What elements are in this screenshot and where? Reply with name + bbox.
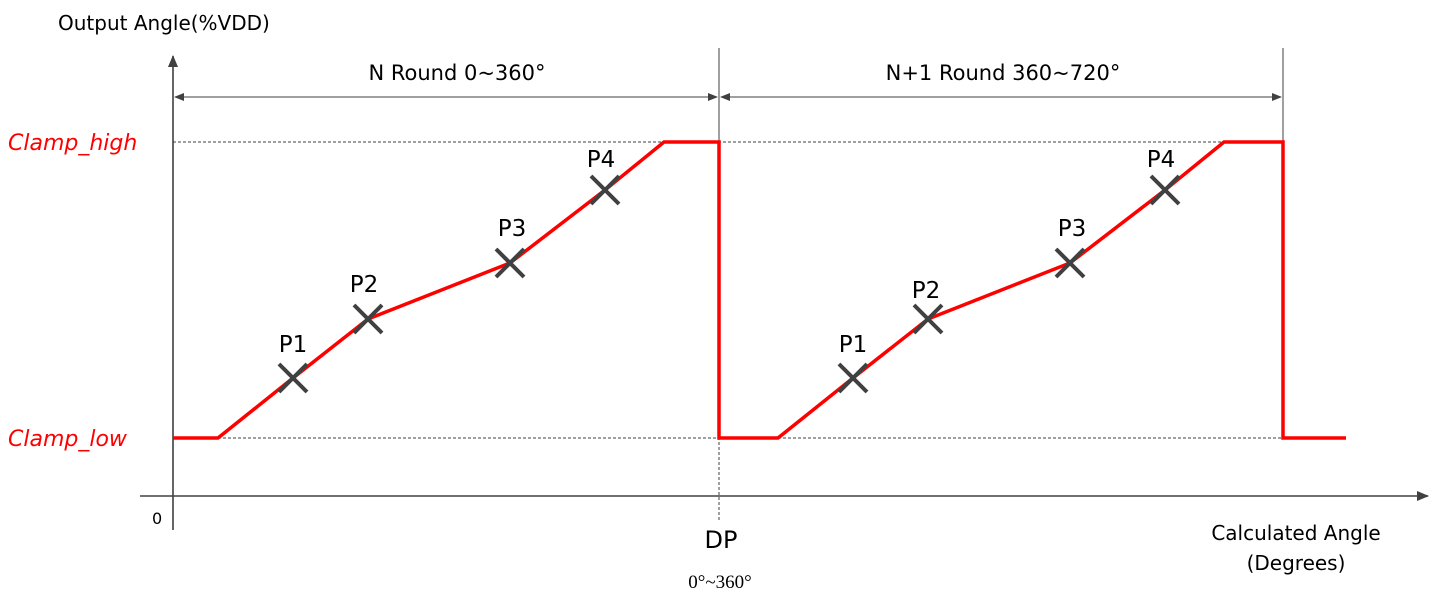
clamp-high-label: Clamp_high <box>8 131 137 156</box>
y-axis-title: Output Angle(%VDD) <box>58 11 270 35</box>
round2-label: N+1 Round 360~720° <box>886 61 1121 85</box>
p4-label-round2: P4 <box>1147 147 1176 173</box>
p1-label-round2: P1 <box>839 332 868 358</box>
p2-label-round2: P2 <box>912 278 941 304</box>
p2-label-round1: P2 <box>350 272 379 298</box>
p4-marker-round2 <box>1149 174 1181 206</box>
p3-marker-round2 <box>1054 247 1086 279</box>
p1-marker-round1 <box>277 362 309 394</box>
round1-label: N Round 0~360° <box>368 61 545 85</box>
p3-label-round2: P3 <box>1058 216 1087 242</box>
p3-marker-round1 <box>494 247 526 279</box>
dp-label: DP <box>705 526 738 554</box>
dp-sublabel: 0°~360° <box>688 572 751 593</box>
p2-marker-round2 <box>912 303 944 335</box>
x-axis-title-line1: Calculated Angle <box>1211 521 1380 545</box>
p2-marker-round1 <box>352 303 384 335</box>
p1-marker-round2 <box>837 362 869 394</box>
p4-marker-round1 <box>589 174 621 206</box>
p3-label-round1: P3 <box>498 216 527 242</box>
p1-label-round1: P1 <box>279 332 308 358</box>
origin-label: 0 <box>152 509 162 528</box>
clamp-low-label: Clamp_low <box>8 427 128 452</box>
x-axis-title-line2: (Degrees) <box>1247 551 1346 575</box>
p4-label-round1: P4 <box>587 147 616 173</box>
